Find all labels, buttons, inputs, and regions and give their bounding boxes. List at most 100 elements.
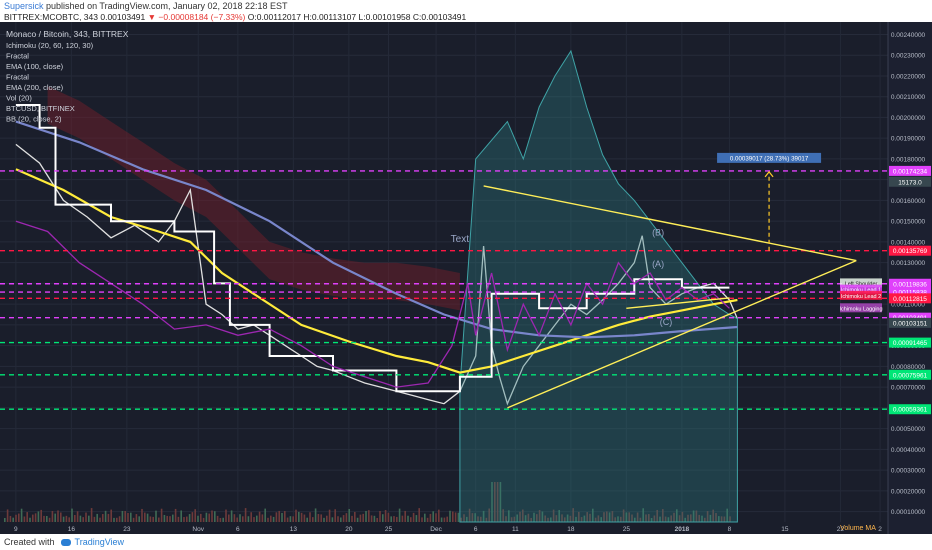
x-tick-label: 8 [728, 526, 732, 533]
volume-bar [692, 510, 695, 522]
trendline[interactable] [507, 259, 857, 409]
volume-bar [516, 514, 518, 522]
volume-bar [362, 513, 364, 522]
volume-bar [463, 514, 465, 522]
volume-bar [376, 517, 378, 522]
volume-bar [124, 510, 126, 522]
volume-bar [636, 512, 639, 522]
trendline[interactable] [626, 297, 730, 310]
volume-bar [289, 516, 292, 522]
volume-bar [519, 511, 521, 522]
volume-bar [312, 517, 314, 522]
tradingview-logo-icon [60, 539, 71, 547]
volume-bar [163, 514, 166, 522]
volume-bar [508, 510, 510, 522]
volume-bar [449, 510, 451, 522]
volume-bar [575, 516, 577, 522]
volume-bar [440, 517, 443, 522]
volume-bar [99, 517, 101, 522]
volume-bar [650, 517, 653, 522]
volume-bar [608, 512, 611, 522]
level-price-badge [889, 369, 931, 380]
volume-bar [239, 514, 241, 522]
volume-bar [398, 508, 401, 522]
volume-bar [645, 514, 647, 522]
volume-bar [603, 512, 605, 522]
tradingview-link[interactable]: TradingView [74, 537, 125, 547]
volume-bar [474, 513, 476, 522]
indicator-box-label: Ichimoku Lead 1 [841, 288, 881, 294]
volume-bar [712, 509, 714, 522]
volume-bar [275, 512, 278, 522]
volume-bar [60, 512, 62, 522]
volume-bar [247, 516, 250, 522]
volume-bar [555, 515, 558, 522]
volume-bar [524, 515, 527, 522]
volume-bar [138, 516, 140, 522]
volume-bar [9, 515, 12, 522]
trendline[interactable] [483, 185, 857, 262]
price-chart[interactable]: 0.00039017 (28.73%) 39017 Text (B) (A) (C) Le… [0, 22, 932, 534]
volume-bar [320, 514, 322, 522]
volume-bar [85, 512, 87, 522]
measure-box [717, 152, 822, 163]
volume-bar [379, 511, 381, 522]
volume-bar [667, 517, 670, 522]
volume-bar [704, 517, 706, 522]
volume-bar [438, 509, 440, 522]
volume-bar [659, 516, 661, 522]
volume-bar [88, 515, 90, 522]
volume-bar [286, 517, 289, 522]
volume-bar [46, 515, 48, 522]
volume-bar [130, 512, 132, 522]
volume-bar [256, 515, 258, 522]
volume-bar [432, 511, 434, 522]
x-tick-label: 20 [345, 526, 353, 533]
volume-bar [261, 514, 264, 522]
y-tick-label: 0.00080000 [891, 364, 926, 371]
volume-bar [404, 510, 406, 522]
volume-bar [233, 514, 236, 522]
change-text: ▼ −0.00008184 (−7.33%) [147, 12, 246, 22]
x-tick-label: 22 [837, 526, 845, 533]
volume-bar [348, 508, 350, 522]
volume-bar [594, 517, 597, 522]
publisher-link[interactable]: Supersick [4, 1, 44, 11]
volume-bar [107, 513, 110, 522]
volume-bar [723, 516, 726, 522]
volume-bar [410, 517, 412, 522]
volume-bar [393, 516, 395, 522]
volume-bar [298, 511, 300, 522]
volume-bar [253, 517, 255, 522]
volume-bar [34, 513, 37, 522]
volume-bar [272, 516, 275, 522]
volume-bar [421, 517, 423, 522]
volume-bar [547, 517, 549, 522]
volume-bar [418, 508, 420, 522]
volume-bar [76, 511, 79, 522]
volume-bar [617, 516, 619, 522]
volume-bar [496, 482, 499, 522]
volume-bar [412, 512, 415, 522]
volume-bar [158, 517, 160, 522]
volume-bar [57, 510, 59, 522]
volume-bar [566, 514, 569, 522]
volume-bar [373, 515, 376, 522]
volume-bar [43, 515, 45, 522]
volume-bar [564, 517, 566, 522]
volume-bar [387, 512, 390, 522]
volume-bar [502, 509, 504, 522]
volume-bar [687, 514, 689, 522]
volume-bar [12, 517, 14, 522]
volume-bar [183, 517, 185, 522]
volume-bar [695, 510, 698, 522]
volume-bar [443, 517, 446, 522]
volume-ma-label: Volume MA [840, 525, 876, 532]
volume-bar [155, 510, 157, 522]
volume-bar [26, 512, 28, 522]
volume-bar [494, 482, 496, 522]
volume-bar [429, 513, 432, 522]
volume-bar [706, 511, 709, 522]
volume-bar [334, 509, 336, 522]
volume-bar [597, 515, 600, 522]
